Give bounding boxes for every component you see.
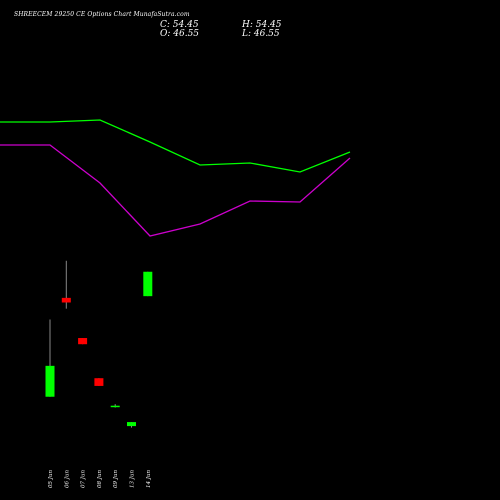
x-tick-label: 07 Jun [81, 470, 87, 488]
candle-body [94, 378, 104, 386]
x-tick-label: 13 Jun [130, 470, 136, 488]
x-tick-label: 06 Jun [64, 470, 70, 488]
open-value: O: 46.55 [160, 29, 200, 39]
high-value: H: 54.45 [242, 20, 282, 30]
low-value: L: 46.55 [242, 29, 280, 39]
close-value: C: 54.45 [160, 20, 199, 30]
candle-body [61, 297, 71, 303]
candle-body [143, 271, 153, 297]
x-tick-label: 14 Jun [146, 470, 152, 488]
chart-title: SHREECEM 29250 CE Options Chart MunafaSu… [14, 11, 190, 18]
candle-body [45, 365, 55, 397]
candle-body [78, 338, 88, 345]
x-tick-label: 08 Jun [97, 470, 103, 488]
green-line [0, 119, 351, 173]
candle-body [127, 422, 136, 427]
magenta-line [0, 144, 351, 237]
x-tick-label: 09 Jun [113, 470, 119, 488]
x-tick-label: 05 Jun [48, 470, 54, 488]
candle-body [110, 405, 120, 408]
